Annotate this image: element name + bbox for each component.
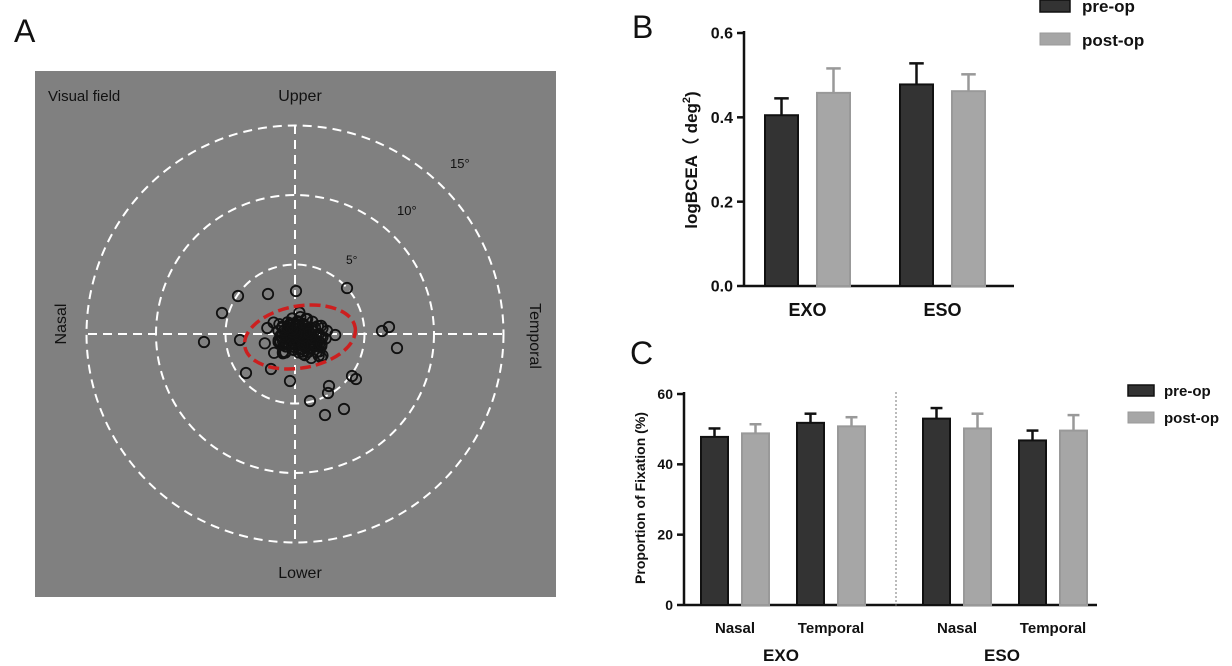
group-label-exo: EXO (763, 646, 799, 665)
fixation-point (303, 394, 317, 408)
fixation-point (329, 328, 342, 342)
fixation-point (261, 321, 274, 335)
fixation-y-tick-label: 60 (657, 386, 673, 402)
bcea-y-tick-label: 0.2 (711, 194, 733, 211)
fixation-point (315, 337, 328, 350)
fixation-point (322, 379, 336, 393)
ring-label-10: 10° (397, 203, 417, 218)
panel-c-letter: C (630, 335, 653, 371)
upper-label: Upper (278, 88, 322, 105)
fixation-y-axis-label: Proportion of Fixation (%) (632, 412, 648, 584)
lower-label: Lower (278, 565, 322, 582)
fixation-legend: pre-op post-op (1127, 383, 1219, 427)
bcea-ellipse (242, 303, 358, 371)
bcea-bar-post-op-exo (816, 91, 851, 287)
fixation-bar-post-op-eso-nasal (963, 427, 992, 607)
bcea-bars: EXO ESO (764, 62, 986, 320)
bcea-y-tick-label: 0.6 (711, 26, 733, 43)
fixation-point (231, 289, 245, 303)
fixation-point (287, 343, 300, 356)
fixation-bar-post-op-exo-nasal (741, 432, 770, 606)
fixation-point (294, 310, 307, 324)
bcea-x-tick-label-eso: ESO (923, 300, 961, 320)
fixation-point (309, 338, 322, 351)
bcea-legend: pre-op post-op (1039, 0, 1144, 50)
fixation-point (267, 346, 281, 359)
fixation-point (390, 341, 404, 355)
visual-field-label: Visual field (48, 88, 120, 105)
group-label-eso: ESO (984, 646, 1020, 665)
fixation-point (340, 281, 354, 295)
bcea-bar-post-op-eso (951, 90, 986, 287)
fixation-bar-post-op-eso-temporal (1059, 429, 1088, 606)
legend-post-op-swatch (1127, 411, 1155, 424)
legend-post-op-swatch (1039, 32, 1071, 46)
fixation-y-tick-label: 20 (657, 527, 673, 543)
fixation-point (278, 338, 291, 351)
bcea-y-tick-label: 0.0 (711, 279, 733, 296)
legend-pre-op-swatch (1127, 384, 1155, 397)
nasal-label: Nasal (53, 304, 70, 345)
panel-b-letter: B (632, 9, 653, 45)
fixation-point (382, 320, 396, 334)
bcea-y-tick-label: 0.4 (711, 110, 733, 127)
fixation-bar-pre-op-eso-temporal (1018, 439, 1047, 607)
fixation-point (258, 337, 271, 350)
fixation-point (215, 306, 229, 320)
fixation-x-tick-label-exo-temporal: Temporal (798, 620, 864, 637)
fixation-bar-pre-op-exo-temporal (796, 421, 825, 606)
fixation-bar-pre-op-eso-nasal (922, 417, 951, 606)
fixation-point (281, 320, 294, 334)
fixation-x-tick-label-exo-nasal: Nasal (715, 620, 755, 637)
fixation-point (312, 349, 325, 362)
fixation-bar-chart: 0 20 40 60 Nasal Temporal Nasal Temporal Propo… (632, 383, 1219, 665)
fixation-x-tick-label-eso-nasal: Nasal (937, 620, 977, 637)
fixation-point (261, 287, 275, 301)
fixation-point (349, 372, 363, 386)
fixation-points (197, 281, 404, 422)
fixation-point (289, 284, 303, 298)
legend-post-op-label: post-op (1164, 410, 1219, 427)
fixation-point (283, 374, 297, 388)
bcea-bar-pre-op-exo (764, 114, 799, 287)
fixation-bar-post-op-exo-temporal (837, 425, 866, 606)
temporal-label: Temporal (526, 303, 543, 369)
fixation-point (278, 324, 291, 337)
fixation-y-tick-label: 40 (657, 456, 673, 472)
bcea-bar-pre-op-eso (899, 83, 934, 288)
legend-pre-op-label: pre-op (1164, 383, 1211, 400)
fixation-x-tick-label-eso-temporal: Temporal (1020, 620, 1086, 637)
bcea-bar-chart: 0.0 0.2 0.4 0.6 EXO ESO logBCEA（ deg2) pre-o… (681, 0, 1144, 320)
fixation-point (321, 386, 335, 400)
fixation-point (305, 351, 318, 364)
fixation-point (197, 335, 211, 349)
fixation-point (337, 402, 351, 416)
ring-label-15: 15° (450, 156, 470, 171)
fixation-point (311, 319, 324, 333)
legend-pre-op-swatch (1039, 0, 1071, 13)
fixation-y-tick-label: 0 (665, 597, 673, 613)
fixation-bar-pre-op-exo-nasal (700, 435, 729, 606)
bcea-x-tick-label-exo: EXO (788, 300, 826, 320)
legend-post-op-label: post-op (1082, 31, 1144, 50)
bcea-y-axis-label: logBCEA（ deg2) (681, 91, 701, 228)
visual-field-panel: Visual field Upper Lower Nasal Temporal … (35, 71, 556, 597)
fixation-point (318, 408, 332, 422)
fixation-bars: Nasal Temporal Nasal Temporal (700, 406, 1088, 637)
fixation-point (303, 327, 316, 340)
panel-a-letter: A (14, 13, 36, 49)
fixation-point (239, 366, 253, 380)
ring-label-5: 5° (346, 253, 358, 267)
legend-pre-op-label: pre-op (1082, 0, 1135, 16)
